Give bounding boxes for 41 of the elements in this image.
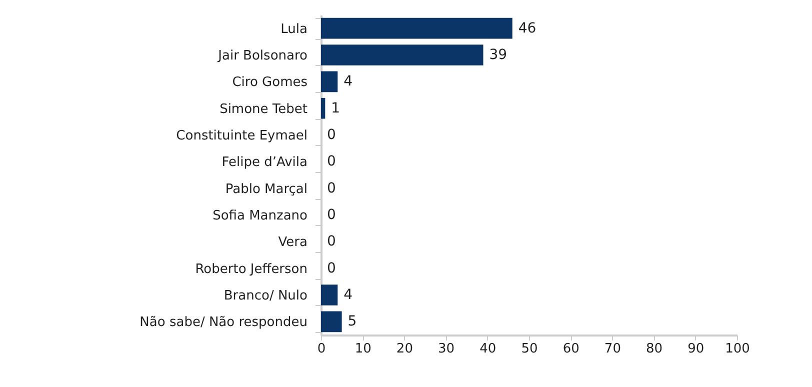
x-tick-label: 70 xyxy=(604,342,621,356)
y-tick-label: Vera xyxy=(278,235,308,250)
y-tick-label: Não sabe/ Não respondeu xyxy=(140,315,308,330)
x-tick-label: 0 xyxy=(317,342,326,356)
data-label: 4 xyxy=(344,287,353,303)
y-tick-label: Simone Tebet xyxy=(220,102,308,117)
y-tick-label: Sofia Manzano xyxy=(212,208,308,224)
x-tick-label: 20 xyxy=(396,342,413,356)
x-tick-label: 30 xyxy=(438,342,455,356)
y-tick-label: Lula xyxy=(280,22,308,37)
bar xyxy=(321,18,512,39)
data-label: 0 xyxy=(327,180,336,196)
data-label: 0 xyxy=(327,260,336,276)
data-label: 46 xyxy=(518,20,536,36)
data-label: 0 xyxy=(327,234,336,250)
y-tick-label: Ciro Gomes xyxy=(232,75,308,90)
y-tick-label: Constituinte Eymael xyxy=(176,128,308,144)
x-tick-label: 50 xyxy=(521,342,538,356)
bar xyxy=(321,284,338,306)
x-tick-label: 80 xyxy=(646,342,663,356)
x-tick-label: 10 xyxy=(354,342,372,356)
bar xyxy=(321,311,342,332)
x-tick-label: 90 xyxy=(688,342,704,356)
data-label: 0 xyxy=(327,154,336,170)
bar xyxy=(321,44,484,66)
y-tick-label: Felipe d’Avila xyxy=(222,155,308,170)
data-label: 1 xyxy=(331,100,340,116)
bar xyxy=(321,71,338,92)
bar xyxy=(321,98,326,119)
x-tick-label: 40 xyxy=(480,342,496,356)
y-tick-label: Branco/ Nulo xyxy=(224,288,308,304)
data-label: 0 xyxy=(327,127,336,143)
x-tick-label: 100 xyxy=(725,342,750,356)
data-label: 5 xyxy=(348,314,357,330)
data-label: 4 xyxy=(344,74,353,90)
data-label: 0 xyxy=(327,207,336,223)
data-label: 39 xyxy=(489,47,508,63)
y-tick-label: Jair Bolsonaro xyxy=(217,48,308,64)
x-tick-label: 60 xyxy=(562,342,580,356)
y-tick-label: Roberto Jefferson xyxy=(195,262,308,277)
y-tick-label: Pablo Marçal xyxy=(225,182,308,197)
